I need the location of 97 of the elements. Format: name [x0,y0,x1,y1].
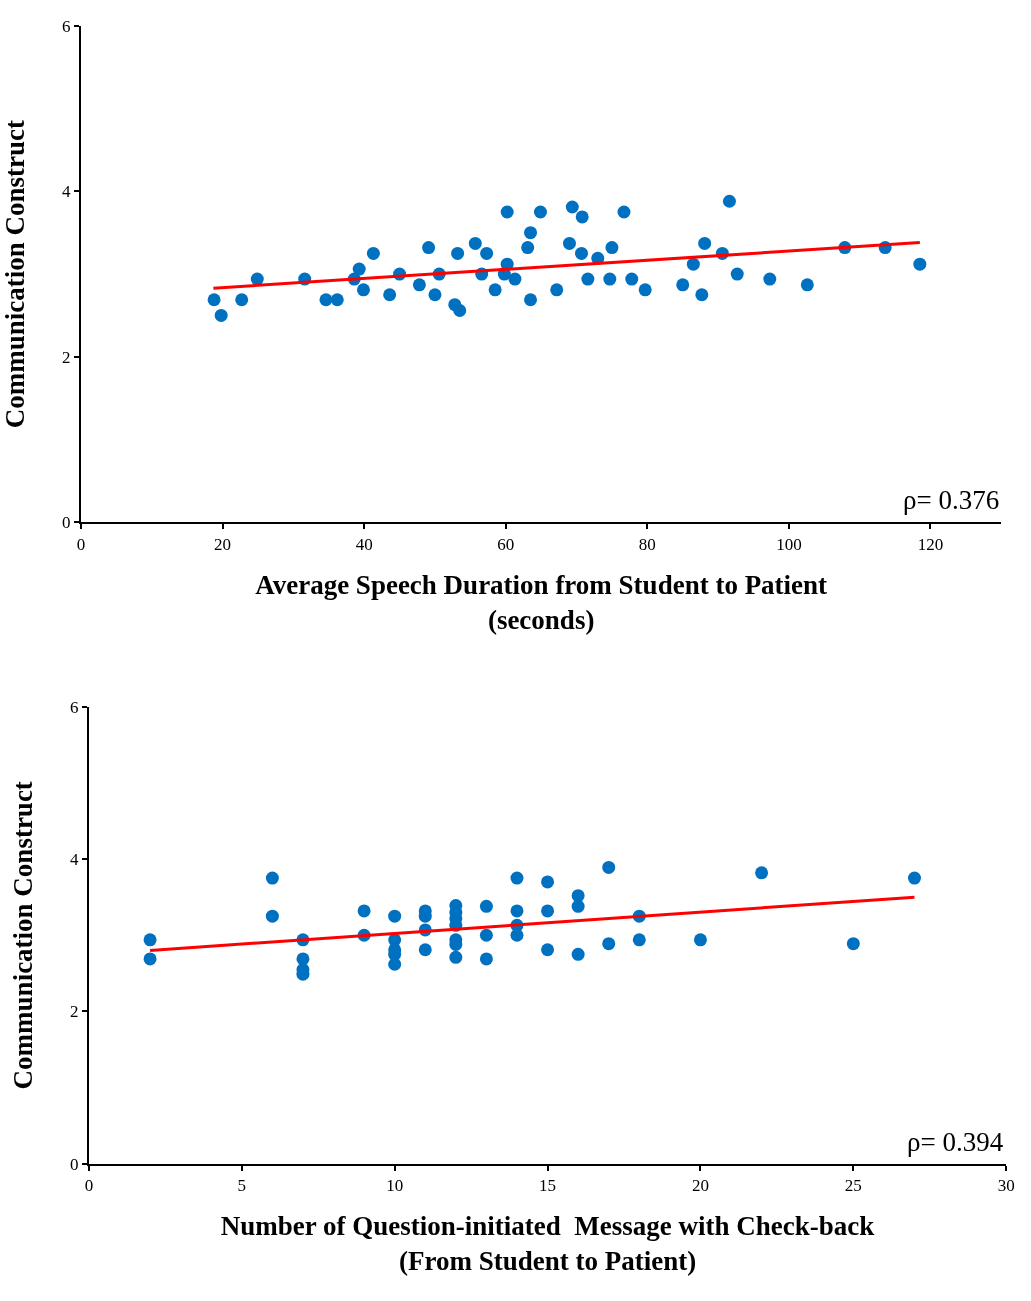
point [574,246,588,260]
point [846,937,860,951]
y-tick-label: 4 [70,850,80,870]
point [524,226,538,240]
point [755,866,769,880]
point [625,272,639,286]
point [800,278,814,292]
point [366,246,380,260]
y-tick-label: 6 [70,697,79,717]
annotation: ρ= 0.376 [903,485,1000,515]
point [510,871,524,885]
point [451,246,465,260]
x-tick-label: 60 [497,534,515,554]
point [265,871,279,885]
point [510,904,524,918]
point [722,194,736,208]
x-tick-label: 120 [917,534,944,554]
y-tick-label: 4 [62,182,72,202]
point [480,246,494,260]
x-axis-title: Number of Question-initiated Message with Check-back (From Student to Patient) [220,1211,875,1277]
point [698,236,712,250]
x-tick-label: 5 [237,1176,247,1196]
point [235,293,249,307]
point [352,262,366,276]
point [605,241,619,255]
point [449,950,463,964]
x-tick-label: 20 [214,534,232,554]
point [676,278,690,292]
point [143,952,157,966]
point [521,241,535,255]
point [479,899,493,913]
point [541,904,555,918]
point [265,909,279,923]
point [602,860,616,874]
point [730,267,744,281]
y-tick-label: 0 [62,513,71,533]
point [428,288,442,302]
x-tick-label: 30 [997,1176,1015,1196]
x-tick-label: 10 [386,1176,404,1196]
point [638,283,652,297]
x-tick-label: 80 [638,534,656,554]
x-tick-label: 25 [844,1176,862,1196]
point [500,205,514,219]
point [763,272,777,286]
point [907,871,921,885]
point [319,293,333,307]
point [541,875,555,889]
y-axis-title: Communication Construct [0,119,30,429]
point [693,933,707,947]
point [632,933,646,947]
point [143,933,157,947]
point [412,278,426,292]
point [479,928,493,942]
point [508,272,522,286]
point [524,293,538,307]
point [383,288,397,302]
y-tick-label: 0 [70,1154,79,1174]
point [356,283,370,297]
point [533,205,547,219]
point [422,241,436,255]
point [207,293,221,307]
point [550,283,564,297]
point [479,952,493,966]
y-tick-label: 2 [70,1002,79,1022]
y-tick-label: 2 [62,347,71,367]
x-tick-label: 15 [539,1176,557,1196]
point [913,257,927,271]
x-tick-label: 100 [776,534,802,554]
point [388,909,402,923]
point [510,928,524,942]
point [617,205,631,219]
x-tick-label: 20 [691,1176,709,1196]
y-axis-title: Communication Construct [7,781,38,1090]
point [453,303,467,317]
point [695,288,709,302]
annotation: ρ= 0.394 [907,1127,1004,1157]
point [214,308,228,322]
point [541,943,555,957]
x-tick-label: 40 [355,534,373,554]
point [603,272,617,286]
x-axis-title: Average Speech Duration from Student to Patient (seconds) [255,569,828,635]
point [571,899,585,913]
point [686,257,700,271]
point [571,947,585,961]
point [602,937,616,951]
point [468,236,482,250]
point [565,200,579,214]
point [388,957,402,971]
point [330,293,344,307]
y-tick-label: 6 [62,16,71,36]
point [575,210,589,224]
x-tick-label: 0 [84,1176,94,1196]
point [418,943,432,957]
point [581,272,595,286]
point [562,236,576,250]
point [357,904,371,918]
point [488,283,502,297]
